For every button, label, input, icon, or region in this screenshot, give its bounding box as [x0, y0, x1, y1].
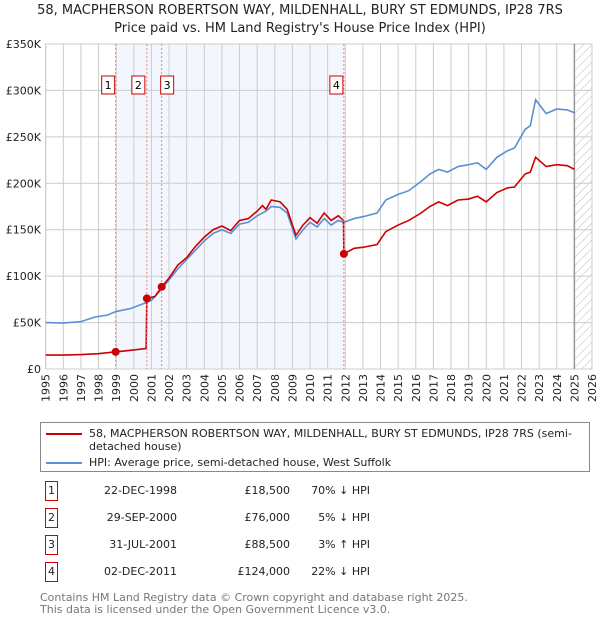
x-tick-label: 2020: [480, 374, 493, 402]
sale-point: [157, 282, 166, 291]
x-tick-label: 2016: [410, 374, 423, 402]
chart-subtitle: Price paid vs. HM Land Registry's House …: [114, 21, 486, 36]
sale-date: 29-SEP-2000: [106, 511, 177, 524]
sale-point: [111, 347, 120, 356]
y-tick-label: £200K: [6, 177, 42, 190]
sale-price: £18,500: [244, 484, 291, 497]
footer: Contains HM Land Registry data © Crown c…: [40, 592, 590, 616]
sale-row: 2 29-SEP-2000 £76,000 5% ↓ HPI: [40, 508, 440, 528]
x-tick-label: 1999: [110, 374, 123, 402]
x-tick-label: 2023: [533, 374, 546, 402]
sale-hpi-diff: 5% ↓ HPI: [318, 511, 370, 524]
sale-point: [339, 249, 348, 258]
x-tick-label: 2026: [586, 374, 599, 402]
sale-row: 4 02-DEC-2011 £124,000 22% ↓ HPI: [40, 562, 440, 582]
x-tick-label: 2019: [463, 374, 476, 402]
sale-label-box: [329, 75, 344, 95]
y-tick-label: £0: [27, 363, 41, 376]
sale-price: £76,000: [244, 511, 291, 524]
legend-blue-label: HPI: Average price, semi-detached house,…: [89, 456, 392, 469]
y-tick-label: £100K: [6, 270, 42, 283]
sale-hpi-diff: 70% ↓ HPI: [311, 484, 370, 497]
x-tick-label: 2003: [181, 374, 194, 402]
x-tick-label: 2012: [339, 374, 352, 402]
x-tick-label: 2006: [234, 374, 247, 402]
sale-date: 31-JUL-2001: [109, 538, 177, 551]
sale-label: 1: [105, 79, 112, 92]
plot-border: [45, 43, 593, 370]
sale-period-shading: [115, 44, 344, 369]
x-tick-label: 2024: [551, 374, 564, 402]
x-tick-label: 2013: [357, 374, 370, 402]
legend-blue-line: [46, 462, 82, 464]
x-tick-label: 2010: [304, 374, 317, 402]
x-tick-label: 2001: [145, 374, 158, 402]
x-tick-label: 2008: [269, 374, 282, 402]
x-tick-label: 2007: [251, 374, 264, 402]
sale-price: £124,000: [237, 565, 291, 578]
x-tick-label: 1997: [75, 374, 88, 402]
sale-point: [142, 294, 151, 303]
footer-licence: This data is licensed under the Open Gov…: [40, 603, 391, 616]
x-tick-label: 2011: [322, 374, 335, 402]
sale-row: 3 31-JUL-2001 £88,500 3% ↑ HPI: [40, 535, 440, 555]
sale-label: 3: [164, 79, 171, 92]
sale-number: 4: [45, 562, 58, 582]
sale-price: £88,500: [244, 538, 291, 551]
x-tick-label: 2004: [198, 374, 211, 402]
sale-number: 3: [45, 535, 58, 555]
sale-date: 22-DEC-1998: [103, 484, 177, 497]
sale-number: 2: [45, 508, 58, 528]
sale-label-box: [131, 75, 146, 95]
x-tick-label: 1996: [57, 374, 70, 402]
x-tick-label: 2021: [498, 374, 511, 402]
legend-red-line: [46, 433, 82, 435]
chart-title: 58, MACPHERSON ROBERTSON WAY, MILDENHALL…: [37, 3, 563, 18]
y-tick-label: £250K: [6, 131, 42, 144]
x-tick-label: 1995: [40, 374, 53, 402]
y-tick-label: £350K: [6, 38, 42, 51]
x-tick-label: 2002: [163, 374, 176, 402]
y-tick-label: £300K: [6, 84, 42, 97]
x-tick-label: 2005: [216, 374, 229, 402]
x-tick-label: 1998: [93, 374, 106, 402]
sale-number: 1: [45, 481, 58, 501]
sale-label: 4: [333, 79, 340, 92]
x-tick-label: 2014: [375, 374, 388, 402]
sale-label-box: [160, 75, 175, 95]
forecast-hatch: [574, 44, 592, 369]
x-tick-label: 2017: [427, 374, 440, 402]
footer-copyright: Contains HM Land Registry data © Crown c…: [40, 591, 468, 604]
sale-date: 02-DEC-2011: [103, 565, 177, 578]
sale-hpi-diff: 22% ↓ HPI: [311, 565, 370, 578]
y-tick-label: £50K: [13, 317, 42, 330]
x-tick-label: 2009: [286, 374, 299, 402]
x-tick-label: 2022: [516, 374, 529, 402]
legend: 58, MACPHERSON ROBERTSON WAY, MILDENHALL…: [40, 422, 590, 472]
x-tick-label: 2015: [392, 374, 405, 402]
x-tick-label: 2025: [568, 374, 581, 402]
sale-row: 1 22-DEC-1998 £18,500 70% ↓ HPI: [40, 481, 440, 501]
sale-label-box: [101, 75, 116, 95]
legend-red-label: 58, MACPHERSON ROBERTSON WAY, MILDENHALL…: [89, 427, 572, 453]
x-tick-label: 2018: [445, 374, 458, 402]
price-chart: 1995 1996 1997 1998 1999 2000 2001 2002 2003 2004…: [6, 38, 599, 402]
x-tick-label: 2000: [128, 374, 141, 402]
y-tick-label: £150K: [6, 224, 42, 237]
sale-label: 2: [135, 79, 142, 92]
sale-hpi-diff: 3% ↑ HPI: [318, 538, 370, 551]
price-paid-line: [45, 155, 575, 356]
